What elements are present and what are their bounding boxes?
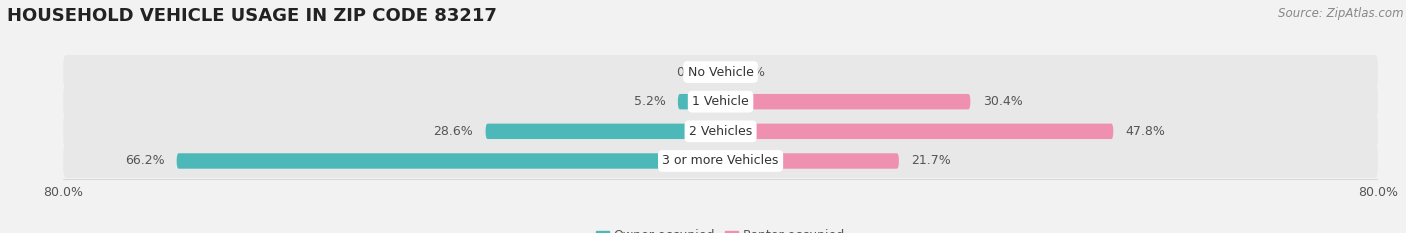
Text: Source: ZipAtlas.com: Source: ZipAtlas.com xyxy=(1278,7,1403,20)
Text: 0.0%: 0.0% xyxy=(733,65,765,79)
Text: No Vehicle: No Vehicle xyxy=(688,65,754,79)
Text: 3 or more Vehicles: 3 or more Vehicles xyxy=(662,154,779,168)
Text: HOUSEHOLD VEHICLE USAGE IN ZIP CODE 83217: HOUSEHOLD VEHICLE USAGE IN ZIP CODE 8321… xyxy=(7,7,496,25)
FancyBboxPatch shape xyxy=(720,153,898,169)
FancyBboxPatch shape xyxy=(720,124,1114,139)
Legend: Owner-occupied, Renter-occupied: Owner-occupied, Renter-occupied xyxy=(591,224,851,233)
Text: 28.6%: 28.6% xyxy=(433,125,474,138)
Text: 30.4%: 30.4% xyxy=(983,95,1022,108)
Text: 2 Vehicles: 2 Vehicles xyxy=(689,125,752,138)
Text: 47.8%: 47.8% xyxy=(1126,125,1166,138)
Text: 66.2%: 66.2% xyxy=(125,154,165,168)
Text: 21.7%: 21.7% xyxy=(911,154,950,168)
FancyBboxPatch shape xyxy=(63,114,1378,148)
Text: 0.0%: 0.0% xyxy=(676,65,709,79)
FancyBboxPatch shape xyxy=(63,144,1378,178)
FancyBboxPatch shape xyxy=(63,55,1378,89)
Text: 1 Vehicle: 1 Vehicle xyxy=(692,95,749,108)
FancyBboxPatch shape xyxy=(678,94,720,109)
FancyBboxPatch shape xyxy=(63,85,1378,119)
FancyBboxPatch shape xyxy=(177,153,720,169)
FancyBboxPatch shape xyxy=(720,94,970,109)
FancyBboxPatch shape xyxy=(485,124,720,139)
Text: 5.2%: 5.2% xyxy=(634,95,665,108)
